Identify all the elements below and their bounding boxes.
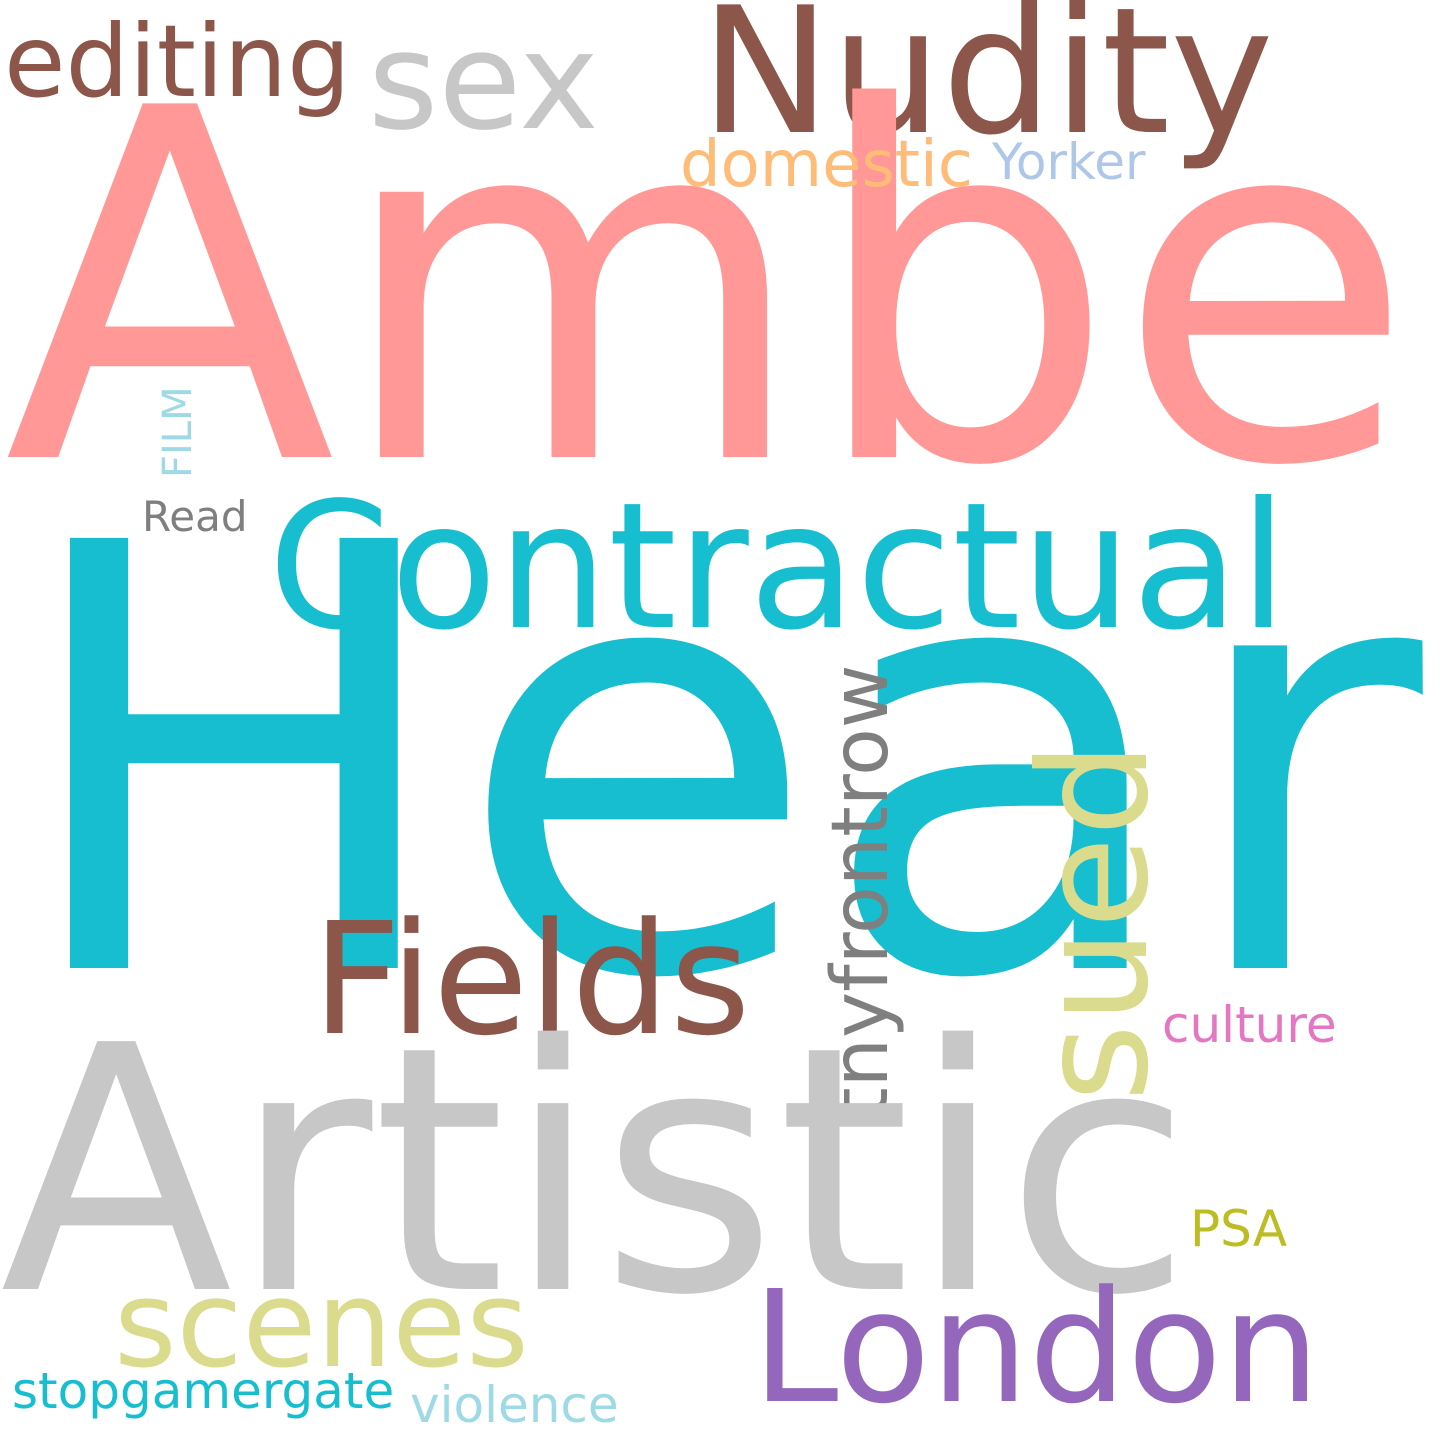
word-artistic: Artistic [0,974,1192,1370]
word-london: London [752,1257,1321,1438]
word-culture: culture [1162,996,1337,1054]
word-domestic: domestic [680,128,973,202]
word-scenes: scenes [114,1256,529,1395]
word-violence: violence [410,1376,619,1434]
word-stopgamergate: stopgamergate [12,1362,395,1420]
word-fields: Fields [312,889,751,1070]
word-amber: Amber [4,8,1440,572]
word-editing: editing [4,3,351,120]
word-sex: sex [368,3,599,160]
word-heard: Heard [12,421,1440,1108]
word-nudity: Nudity [700,0,1274,174]
word-read: Read [142,492,248,541]
word-yorker: Yorker [992,133,1146,191]
word-contractual: Contractual [268,466,1288,669]
word-psa: PSA [1190,1200,1288,1258]
